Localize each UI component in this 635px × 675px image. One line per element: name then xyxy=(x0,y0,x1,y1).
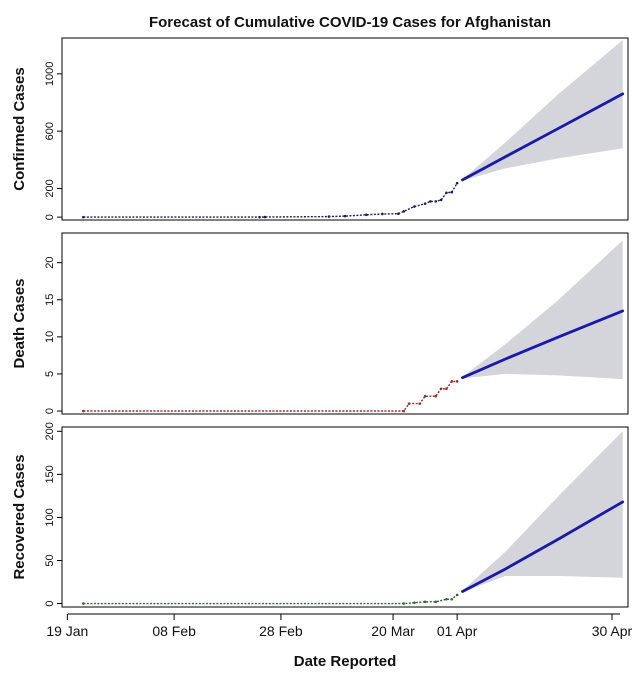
observed-point xyxy=(423,202,427,205)
y-tick-label: 0 xyxy=(44,214,56,220)
y-tick-label: 100 xyxy=(44,508,56,526)
observed-point xyxy=(418,402,422,405)
observed-point xyxy=(343,214,347,218)
observed-point xyxy=(445,387,448,391)
y-tick-label: 0 xyxy=(44,600,56,606)
y-axis-title: Confirmed Cases xyxy=(11,67,28,190)
y-tick-label: 200 xyxy=(44,422,56,440)
y-tick-label: 1000 xyxy=(44,62,56,86)
y-tick-label: 50 xyxy=(44,554,56,566)
y-axis-title: Death Cases xyxy=(11,278,28,368)
y-tick-label: 10 xyxy=(44,331,56,343)
observed-point xyxy=(82,602,85,605)
observed-point xyxy=(434,394,438,398)
chart-title: Forecast of Cumulative COVID-19 Cases fo… xyxy=(149,14,551,31)
observed-point xyxy=(423,600,427,604)
forecast-interval-band xyxy=(462,40,623,181)
observed-point xyxy=(445,191,448,195)
x-tick-label: 20 Mar xyxy=(371,623,415,639)
observed-point xyxy=(263,215,267,219)
observed-point xyxy=(455,181,459,185)
observed-point xyxy=(455,380,459,383)
observed-point xyxy=(402,210,406,213)
observed-point xyxy=(82,215,85,219)
observed-point xyxy=(327,215,331,218)
observed-point xyxy=(258,215,261,219)
observed-point xyxy=(434,600,438,604)
observed-point xyxy=(429,200,432,203)
y-tick-label: 150 xyxy=(44,465,56,483)
forecast-mean-line xyxy=(461,92,625,182)
plot-frame xyxy=(61,37,629,221)
observed-point xyxy=(381,212,384,216)
observed-point xyxy=(365,213,368,217)
observed-point xyxy=(450,190,454,194)
observed-point xyxy=(402,409,406,413)
observed-series-line xyxy=(83,182,458,218)
y-axis-title: Recovered Cases xyxy=(11,454,28,579)
observed-series-line xyxy=(83,594,458,605)
y-tick-label: 20 xyxy=(44,257,56,269)
observed-point xyxy=(455,593,459,597)
x-tick-label: 19 Jan xyxy=(46,623,88,639)
observed-point xyxy=(407,402,411,405)
x-axis-title: Date Reported xyxy=(294,653,397,670)
x-tick-label: 30 Apr xyxy=(592,623,633,639)
y-tick-label: 15 xyxy=(44,294,56,306)
forecast-mean-line xyxy=(461,500,625,593)
panel-1: 0 200 600 1000 Confirmed Cases xyxy=(11,37,629,221)
observed-point xyxy=(450,597,454,601)
y-tick-label: 5 xyxy=(44,371,56,377)
x-tick-label: 08 Feb xyxy=(152,623,196,639)
panel-3: 0 50 100 150 200 Recovered Cases xyxy=(11,422,629,608)
y-tick-label: 600 xyxy=(44,122,56,140)
plot-frame xyxy=(61,232,629,415)
observed-point xyxy=(445,597,448,601)
observed-point xyxy=(439,387,443,391)
observed-point xyxy=(434,200,438,203)
observed-point xyxy=(450,380,454,383)
observed-point xyxy=(402,602,406,605)
y-tick-label: 200 xyxy=(44,179,56,197)
x-axis: 19 Jan 08 Feb 28 Feb 20 Mar 01 Apr 30 Apr xyxy=(46,613,633,639)
observed-point xyxy=(82,409,85,413)
observed-point xyxy=(423,394,427,398)
forecast-interval-band xyxy=(462,240,623,380)
forecast-mean-line xyxy=(461,309,625,380)
forecast-interval-band xyxy=(462,431,623,593)
x-tick-label: 28 Feb xyxy=(259,623,303,639)
y-tick-label: 0 xyxy=(44,408,56,414)
observed-point xyxy=(397,212,400,215)
observed-point xyxy=(413,205,416,208)
x-tick-label: 01 Apr xyxy=(437,623,478,639)
observed-series-line xyxy=(83,380,458,412)
panel-2: 0 5 10 15 20 Death Cases xyxy=(11,232,629,415)
observed-point xyxy=(439,198,443,202)
observed-point xyxy=(413,601,416,604)
